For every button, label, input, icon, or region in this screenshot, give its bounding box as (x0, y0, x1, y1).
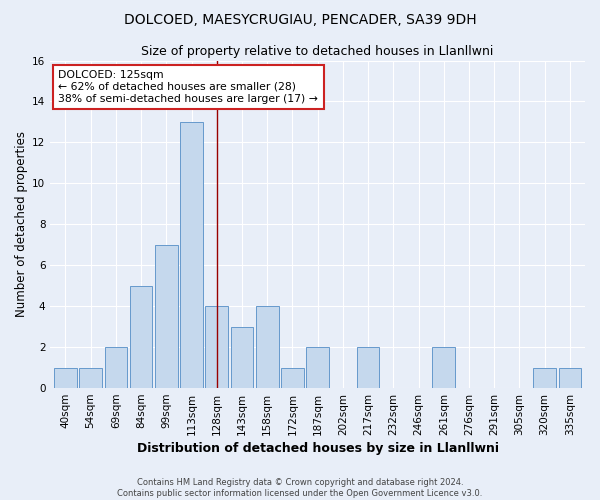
Bar (357, 347, 379, 388)
Bar (256, 306, 278, 388)
Text: Contains HM Land Registry data © Crown copyright and database right 2024.
Contai: Contains HM Land Registry data © Crown c… (118, 478, 482, 498)
Bar (130, 286, 152, 388)
Bar (54, 368, 77, 388)
Bar (306, 347, 329, 388)
Title: Size of property relative to detached houses in Llanllwni: Size of property relative to detached ho… (142, 45, 494, 58)
X-axis label: Distribution of detached houses by size in Llanllwni: Distribution of detached houses by size … (137, 442, 499, 455)
Text: DOLCOED: 125sqm
← 62% of detached houses are smaller (28)
38% of semi-detached h: DOLCOED: 125sqm ← 62% of detached houses… (58, 70, 318, 104)
Bar (180, 122, 203, 388)
Text: DOLCOED, MAESYCRUGIAU, PENCADER, SA39 9DH: DOLCOED, MAESYCRUGIAU, PENCADER, SA39 9D… (124, 12, 476, 26)
Y-axis label: Number of detached properties: Number of detached properties (15, 132, 28, 318)
Bar (433, 347, 455, 388)
Bar (104, 347, 127, 388)
Bar (559, 368, 581, 388)
Bar (281, 368, 304, 388)
Bar (230, 326, 253, 388)
Bar (205, 306, 228, 388)
Bar (155, 245, 178, 388)
Bar (533, 368, 556, 388)
Bar (79, 368, 102, 388)
